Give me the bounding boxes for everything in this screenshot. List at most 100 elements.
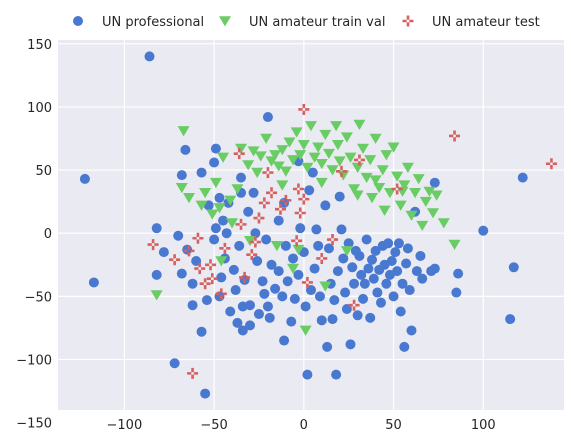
data-point (363, 263, 374, 274)
data-point (273, 266, 284, 277)
data-point (158, 247, 169, 258)
data-point (253, 212, 265, 224)
data-point (406, 325, 417, 336)
data-point (336, 165, 348, 177)
data-point (270, 241, 283, 252)
data-point (173, 230, 184, 241)
data-point (312, 142, 325, 153)
data-point (331, 369, 342, 380)
data-point (401, 258, 412, 269)
data-point (369, 133, 382, 144)
data-point (308, 152, 321, 163)
data-point (200, 388, 211, 399)
data-point (416, 220, 429, 232)
y-tick-label: 50 (35, 164, 52, 179)
data-point (206, 209, 219, 220)
y-tick-label: 150 (27, 38, 52, 53)
data-point (429, 177, 440, 188)
data-point (269, 150, 282, 161)
y-tick-labels: −150 −100 −50 0 50 100 150 (16, 38, 52, 432)
data-point (373, 182, 386, 194)
data-point (169, 358, 180, 369)
data-point (219, 242, 231, 254)
data-point (412, 174, 425, 185)
data-point (327, 314, 338, 325)
data-point (262, 112, 273, 123)
data-point (351, 190, 364, 201)
data-point (298, 103, 310, 115)
data-point (196, 326, 207, 337)
data-point (274, 203, 286, 215)
data-point (326, 165, 339, 176)
data-point (366, 193, 379, 204)
data-point (354, 250, 365, 261)
data-point (151, 223, 162, 234)
data-point (297, 140, 310, 151)
y-tick-label: −50 (25, 290, 52, 305)
data-point (319, 281, 332, 292)
data-point (224, 195, 237, 206)
data-point (286, 316, 297, 327)
data-point (276, 145, 289, 156)
data-point (180, 144, 191, 155)
data-point (225, 306, 236, 317)
data-point (386, 255, 397, 266)
data-point (372, 287, 383, 298)
data-point (419, 196, 432, 208)
data-point (311, 224, 322, 235)
data-point (409, 187, 422, 199)
data-point (427, 208, 440, 219)
data-point (199, 187, 212, 199)
data-point (242, 160, 255, 171)
data-point (304, 185, 315, 196)
data-point (395, 306, 406, 317)
data-point (404, 285, 415, 296)
data-point (398, 180, 411, 191)
data-point (273, 215, 284, 226)
data-point (276, 180, 289, 191)
data-point (357, 143, 370, 155)
data-point (187, 367, 199, 379)
data-point (192, 232, 204, 244)
data-point (391, 171, 404, 182)
plot-area (58, 40, 564, 410)
data-point (390, 247, 401, 258)
y-tick-label: −100 (16, 353, 52, 368)
data-point (187, 278, 198, 289)
data-point (254, 151, 267, 162)
legend-label: UN amateur train val (249, 15, 385, 30)
data-point (282, 276, 293, 287)
data-point (279, 166, 292, 177)
data-point (290, 127, 303, 138)
data-point (327, 234, 339, 246)
data-point (210, 223, 221, 234)
data-point (453, 268, 464, 279)
data-point (79, 173, 90, 184)
data-point (234, 240, 245, 251)
legend-item-0: UN professional (73, 15, 204, 30)
data-point (378, 205, 391, 216)
y-tick-label: −150 (16, 417, 52, 432)
data-point (417, 273, 428, 284)
data-point (259, 288, 270, 299)
data-point (214, 192, 225, 203)
y-tick-label: 0 (44, 227, 52, 242)
data-point (246, 249, 258, 261)
data-point (505, 314, 516, 325)
data-point (169, 254, 181, 266)
data-point (150, 290, 163, 301)
data-point (209, 157, 220, 168)
data-point (209, 234, 220, 245)
data-point (243, 206, 254, 217)
data-point (387, 142, 400, 153)
data-point (258, 197, 270, 209)
data-point (332, 266, 343, 277)
data-point (283, 137, 296, 148)
legend: UN professional UN amateur train val UN am… (73, 15, 540, 30)
data-point (151, 269, 162, 280)
data-point (257, 276, 268, 287)
data-point (367, 254, 378, 265)
data-point (292, 244, 305, 256)
data-point (397, 278, 408, 289)
data-point (196, 167, 207, 178)
